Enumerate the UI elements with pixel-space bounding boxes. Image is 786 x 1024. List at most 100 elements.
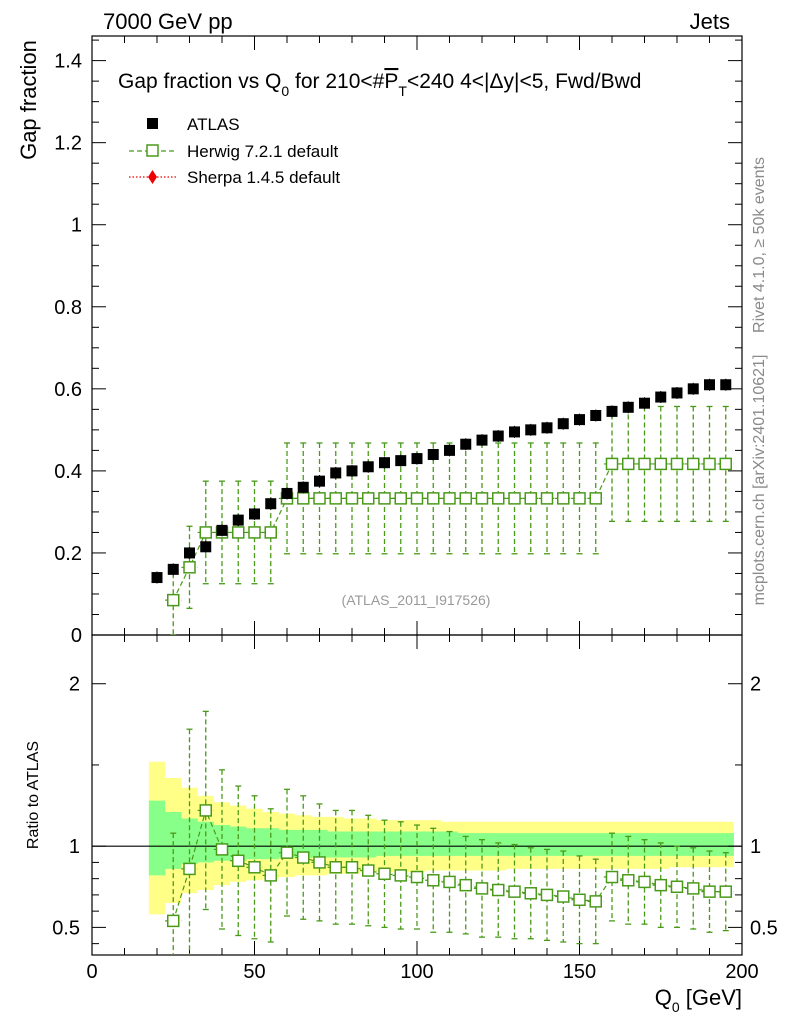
herwig-top-marker bbox=[654, 457, 667, 471]
atlas-marker bbox=[281, 487, 293, 499]
title-part-3: <240 4<|Δy|<5, Fwd/Bwd bbox=[407, 70, 642, 93]
ratio-y-tick-label-right: 2 bbox=[750, 674, 761, 696]
legend-atlas-label: ATLAS bbox=[187, 115, 240, 134]
ratio-y-tick-label-right: 1 bbox=[750, 836, 761, 858]
ratio-y-tick-label-left: 1 bbox=[69, 836, 80, 858]
mcplots-label: mcplots.cern.ch [arXiv:2401.10621] bbox=[751, 355, 768, 606]
atlas-marker bbox=[460, 438, 472, 450]
herwig-ratio-marker bbox=[492, 883, 505, 897]
herwig-top-marker bbox=[524, 492, 537, 505]
herwig-ratio-marker bbox=[557, 890, 570, 903]
herwig-ratio-marker bbox=[508, 885, 521, 898]
atlas-marker bbox=[395, 455, 407, 467]
atlas-marker bbox=[167, 563, 179, 575]
atlas-marker bbox=[492, 430, 504, 442]
header-energy-label: 7000 GeV pp bbox=[103, 9, 233, 34]
herwig-top-marker bbox=[508, 492, 521, 505]
atlas-marker bbox=[379, 457, 390, 469]
top-y-tick-label: 1 bbox=[71, 215, 82, 237]
atlas-marker bbox=[671, 387, 683, 399]
herwig-ratio-marker bbox=[427, 874, 440, 887]
atlas-marker bbox=[541, 422, 553, 434]
herwig-top-marker bbox=[345, 492, 359, 505]
rivet-version-label: Rivet 4.1.0, ≥ 50k events bbox=[751, 157, 768, 333]
top-y-tick-label: 0.4 bbox=[54, 461, 82, 483]
header-jets-label: Jets bbox=[690, 9, 730, 34]
atlas-marker bbox=[525, 424, 537, 436]
x-tick-label: 50 bbox=[243, 961, 265, 983]
herwig-top-marker bbox=[199, 526, 212, 539]
legend-sherpa-marker bbox=[148, 170, 157, 184]
atlas-marker bbox=[704, 379, 715, 391]
herwig-ratio-marker bbox=[345, 861, 359, 874]
top-y-tick-label: 0.6 bbox=[54, 379, 82, 401]
atlas-marker bbox=[427, 448, 439, 460]
analysis-tag: (ATLAS_2011_I917526) bbox=[342, 592, 491, 608]
herwig-top-marker bbox=[475, 492, 489, 505]
top-panel-series bbox=[151, 378, 734, 635]
herwig-ratio-marker bbox=[443, 875, 456, 889]
herwig-ratio-marker bbox=[362, 864, 375, 877]
herwig-ratio-marker bbox=[394, 869, 407, 882]
herwig-top-marker bbox=[297, 492, 310, 505]
top-y-tick-label: 1.4 bbox=[54, 51, 82, 73]
top-y-tick-label: 0 bbox=[71, 625, 82, 647]
herwig-ratio-marker bbox=[589, 895, 602, 908]
top-y-tick-label: 0.8 bbox=[54, 297, 82, 319]
atlas-marker bbox=[265, 498, 277, 510]
herwig-ratio-marker bbox=[703, 885, 716, 898]
herwig-ratio-marker bbox=[573, 893, 586, 907]
atlas-marker bbox=[200, 541, 212, 553]
herwig-top-marker bbox=[378, 492, 391, 505]
atlas-marker bbox=[687, 383, 699, 395]
tick-labels: 0 50 100 150 200 0 0.2 0.4 0.6 0.8 1 1.2 1.4 0.5 0.5 1 1… bbox=[52, 51, 778, 983]
atlas-marker bbox=[655, 391, 667, 403]
herwig-ratio-marker bbox=[622, 874, 635, 887]
herwig-top-marker bbox=[557, 492, 570, 505]
herwig-ratio-marker bbox=[605, 870, 619, 884]
x-tick-label: 100 bbox=[400, 961, 433, 983]
herwig-ratio-marker bbox=[329, 861, 342, 874]
herwig-top-marker bbox=[687, 457, 700, 471]
ratio-y-tick-label-right: 0.5 bbox=[750, 917, 778, 939]
x-axis-q: Q bbox=[655, 985, 672, 1010]
title-p-overline: P bbox=[384, 70, 398, 93]
top-y-axis-label: Gap fraction bbox=[16, 40, 41, 160]
atlas-marker bbox=[314, 475, 325, 487]
herwig-ratio-marker bbox=[475, 882, 489, 895]
x-axis-subscript: 0 bbox=[672, 999, 680, 1015]
herwig-top-marker bbox=[232, 526, 245, 539]
ratio-y-tick-label-left: 0.5 bbox=[52, 917, 80, 939]
atlas-marker bbox=[362, 461, 374, 473]
herwig-ratio-marker bbox=[719, 885, 732, 898]
ratio-uncertainty-bands bbox=[148, 761, 734, 915]
title-q-subscript: 0 bbox=[281, 83, 289, 99]
herwig-top-marker bbox=[443, 492, 456, 505]
atlas-marker bbox=[184, 547, 195, 559]
x-tick-label: 0 bbox=[86, 961, 97, 983]
herwig-ratio-marker bbox=[410, 870, 424, 884]
herwig-ratio-marker bbox=[638, 875, 651, 889]
herwig-ratio-marker bbox=[183, 862, 196, 876]
herwig-top-marker bbox=[589, 492, 602, 505]
herwig-ratio-marker bbox=[670, 880, 684, 894]
herwig-top-marker bbox=[183, 561, 196, 574]
atlas-marker bbox=[720, 379, 732, 391]
legend-herwig-label: Herwig 7.2.1 default bbox=[187, 142, 338, 161]
atlas-marker bbox=[216, 524, 228, 536]
legend-sherpa-label: Sherpa 1.4.5 default bbox=[187, 168, 340, 187]
legend: ATLAS Herwig 7.2.1 default Sherpa 1.4.5 … bbox=[129, 115, 340, 187]
herwig-ratio-marker bbox=[215, 843, 229, 856]
herwig-top-marker bbox=[264, 526, 277, 539]
herwig-top-marker bbox=[703, 457, 716, 471]
herwig-top-marker bbox=[329, 492, 342, 505]
herwig-top-marker bbox=[410, 492, 424, 505]
ratio-band-inner bbox=[148, 800, 734, 876]
herwig-ratio-marker bbox=[524, 887, 537, 900]
atlas-marker bbox=[476, 434, 488, 446]
atlas-marker bbox=[232, 514, 244, 526]
legend-herwig-marker bbox=[146, 144, 159, 157]
ratio-y-axis-label: Ratio to ATLAS bbox=[25, 741, 42, 849]
atlas-marker bbox=[574, 414, 585, 426]
atlas-marker bbox=[622, 401, 634, 413]
